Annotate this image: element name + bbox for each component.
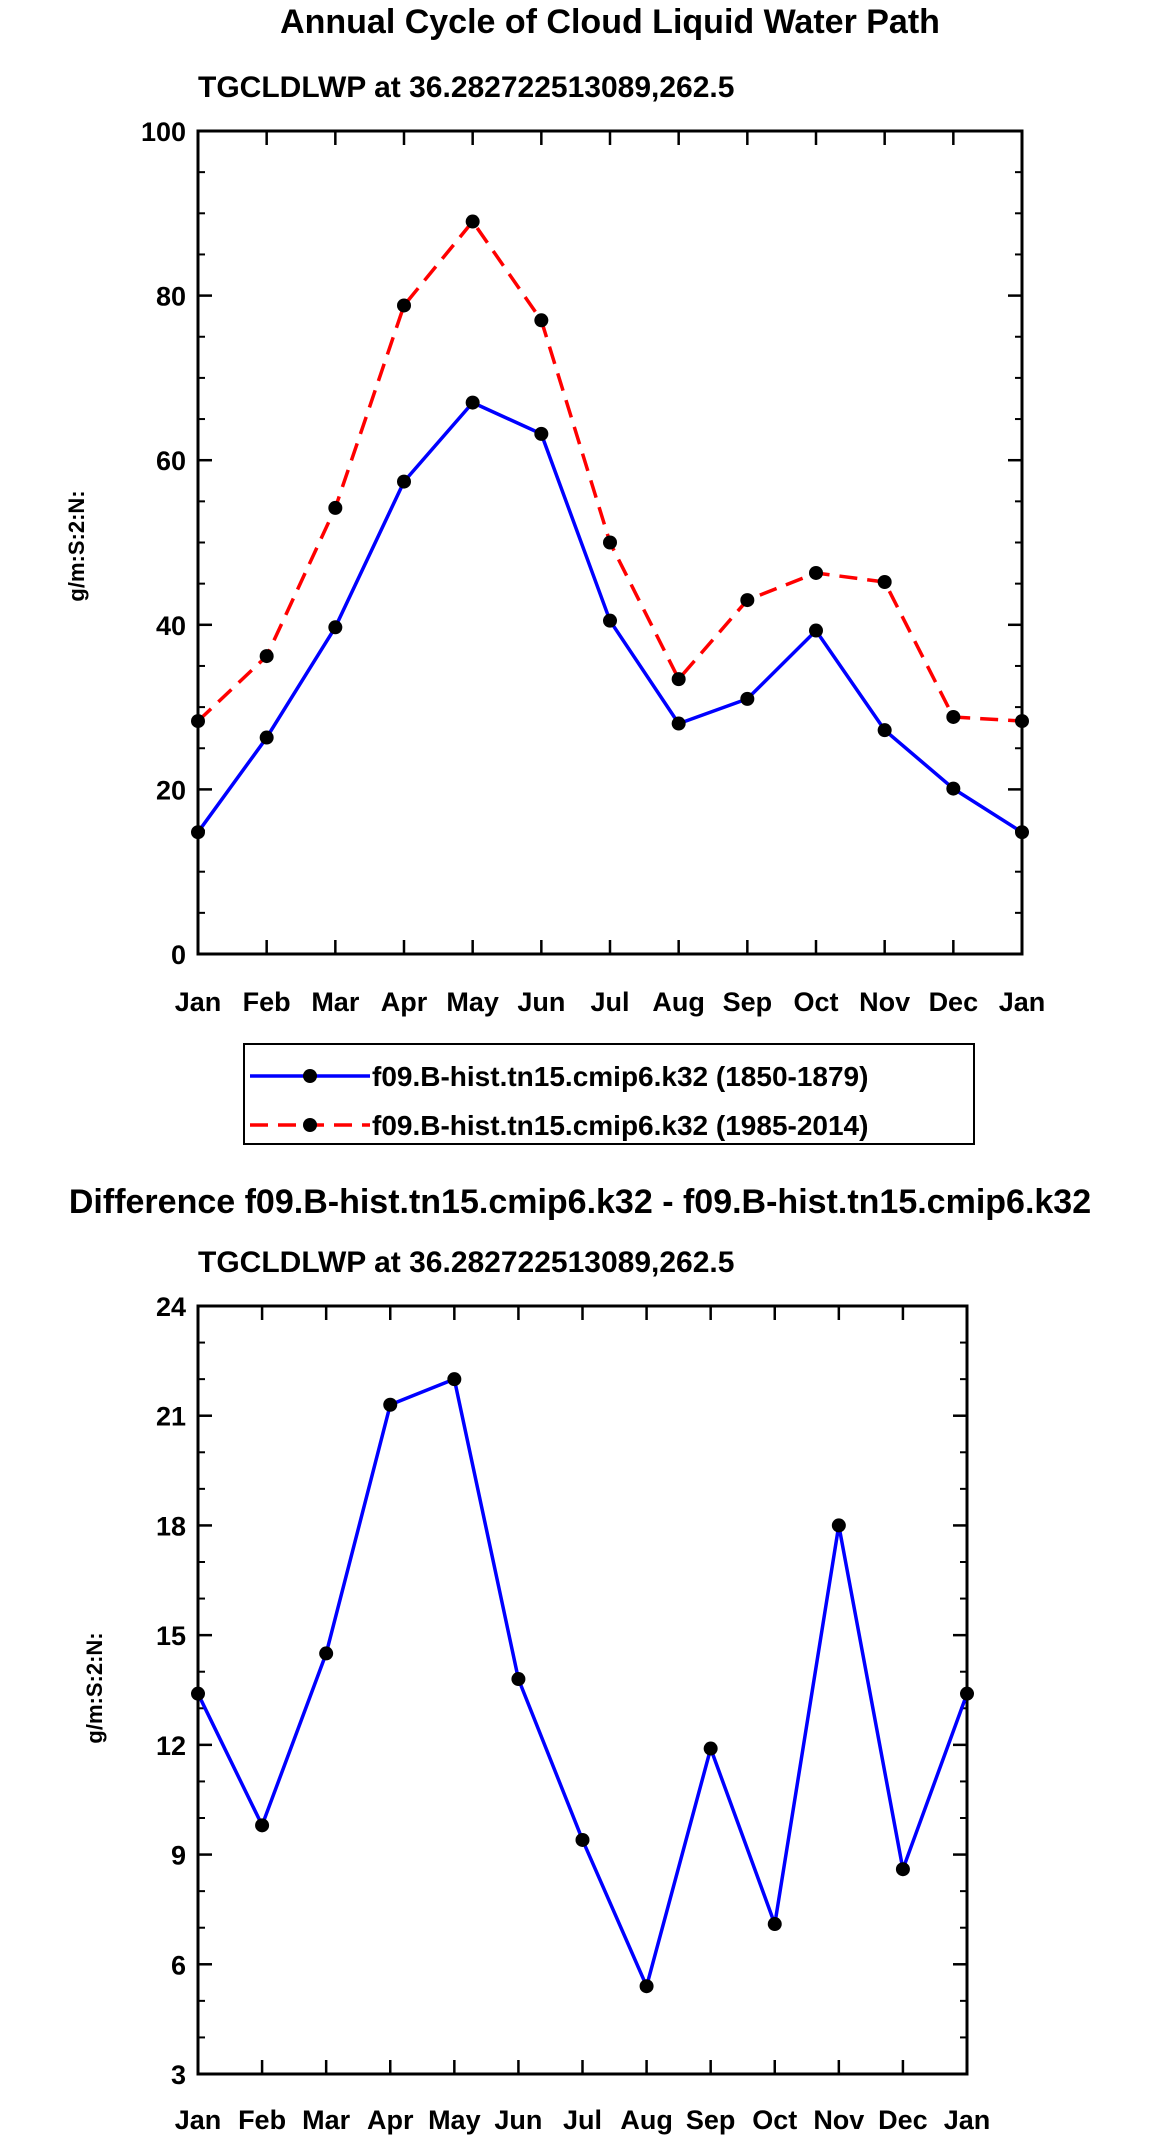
chart1-series-1-point [534,426,549,441]
legend-label-series-2: f09.B-hist.tn15.cmip6.k32 (1985-2014) [372,1110,868,1141]
chart2-y-tick-label: 9 [171,1841,186,1871]
chart1-series-2-point [1015,714,1029,729]
chart2-y-tick-label: 15 [156,1621,186,1651]
chart2-plot: 3 6 9 12 15 18 21 24 Jan Feb Mar Apr May Jun Jul Aug Sep… [156,1292,990,2135]
chart1-series-2-point [877,575,892,590]
chart1-x-tick-label: May [446,987,499,1017]
chart1-x-tick-label: Mar [311,987,360,1017]
chart1-y-axis-label: g/m:S:2:N: [64,490,89,601]
legend-marker-series-1 [303,1069,317,1083]
chart1-series-2-point [397,298,411,313]
chart2-x-tick-label: Aug [620,2105,672,2135]
chart1-series-2-point [465,214,480,229]
chart2-series-1-point [575,1832,590,1847]
chart1-x-tick-label: Oct [793,987,838,1017]
chart1-series-2-point [740,593,755,608]
chart1-series-1-point [809,623,823,638]
chart2-series-1-point [831,1518,846,1533]
legend-label-series-1: f09.B-hist.tn15.cmip6.k32 (1850-1879) [372,1061,868,1092]
chart1-series-1-point [397,474,411,489]
chart2-x-tick-label: Jan [944,2105,991,2135]
chart1-x-tick-label: Nov [859,987,910,1017]
chart2-y-tick-label: 21 [156,1402,186,1432]
chart2-x-tick-label: Dec [878,2105,928,2135]
legend-marker-series-2 [303,1118,317,1132]
chart1-plot: 0 20 40 60 80 100 Jan Feb Mar Apr May Jun Jul Aug Sep O… [141,117,1045,1017]
chart1-x-tick-label: Dec [929,987,979,1017]
chart1-series-2-point [809,565,823,580]
chart2-y-tick-label: 12 [156,1731,186,1761]
chart2-x-tick-label: May [428,2105,481,2135]
chart1-x-tick-label: Feb [243,987,291,1017]
chart1-series-1-point [191,825,205,840]
chart1-x-tick-label: Sep [723,987,773,1017]
chart2-series-1-point [191,1686,205,1701]
chart1-series-2-point [259,649,274,664]
chart2-y-axis-label: g/m:S:2:N: [82,1632,107,1743]
chart2-x-tick-label: Sep [686,2105,736,2135]
chart2-title: Difference f09.B-hist.tn15.cmip6.k32 - f… [69,1183,1091,1221]
chart1-series-2-point [603,535,617,550]
chart1-x-tick-label: Aug [652,987,704,1017]
chart1-series-2-point [671,672,686,687]
chart2-series-1-point [447,1372,462,1387]
chart1-legend: f09.B-hist.tn15.cmip6.k32 (1850-1879) f0… [243,1043,975,1145]
chart1-x-tick-label: Jan [999,987,1046,1017]
chart2-series-1-point [960,1686,974,1701]
chart1-series-2-point [946,709,961,724]
chart2-series-1-point [639,1979,654,1994]
chart1-series-1-point [946,781,961,796]
chart2-x-tick-label: Jun [494,2105,542,2135]
chart1-y-tick-label: 40 [156,611,186,641]
chart2-series-1-point [511,1672,526,1687]
chart2-y-tick-label: 6 [171,1950,186,1980]
chart1-y-tick-label: 20 [156,775,186,805]
chart2-x-tick-label: Nov [813,2105,864,2135]
chart2-x-tick-label: Apr [367,2105,414,2135]
chart1-title: Annual Cycle of Cloud Liquid Water Path [280,3,940,41]
chart2-y-tick-label: 24 [156,1292,186,1322]
chart1-series-1-point [877,723,892,738]
chart1-y-tick-label: 0 [171,940,186,970]
chart2-series-1-point [383,1397,398,1412]
chart2-series-1-point [255,1818,270,1833]
chart2-series-1-point [319,1646,334,1661]
chart1-subtitle: TGCLDLWP at 36.282722513089,262.5 [198,71,734,104]
chart1-x-tick-label: Jan [175,987,222,1017]
chart2-series-1-point [703,1741,718,1756]
legend-box [243,1043,975,1145]
chart1-x-tick-label: Apr [381,987,428,1017]
chart1-series-1-point [671,716,686,731]
chart2-x-tick-label: Jan [175,2105,222,2135]
chart1-y-tick-label: 100 [141,117,186,147]
chart1-series-2-point [191,714,205,729]
chart1-series-2-point [534,313,549,328]
chart2-x-tick-label: Mar [302,2105,351,2135]
chart2-subtitle: TGCLDLWP at 36.282722513089,262.5 [198,1246,734,1279]
chart1-x-tick-label: Jul [590,987,629,1017]
chart2-series-1-point [895,1862,910,1877]
chart1-y-tick-label: 80 [156,282,186,312]
chart1-series-1-point [1015,825,1029,840]
chart2-x-tick-label: Jul [563,2105,602,2135]
chart1-series-1-point [740,691,755,706]
chart1-series-2-point [328,500,343,515]
chart1-series-1-point [603,613,617,628]
chart2-y-tick-label: 18 [156,1511,186,1541]
chart1-y-tick-label: 60 [156,446,186,476]
chart1-series-1-point [259,730,274,745]
chart2-series-1-line [196,1377,969,1988]
chart2-series-1-point [767,1917,782,1932]
chart1-series-1-point [328,620,343,635]
chart2-y-tick-label: 3 [171,2060,186,2090]
chart2-x-tick-label: Oct [752,2105,797,2135]
chart1-x-tick-label: Jun [517,987,565,1017]
chart1-series-1-point [465,395,480,410]
chart2-x-tick-label: Feb [238,2105,286,2135]
